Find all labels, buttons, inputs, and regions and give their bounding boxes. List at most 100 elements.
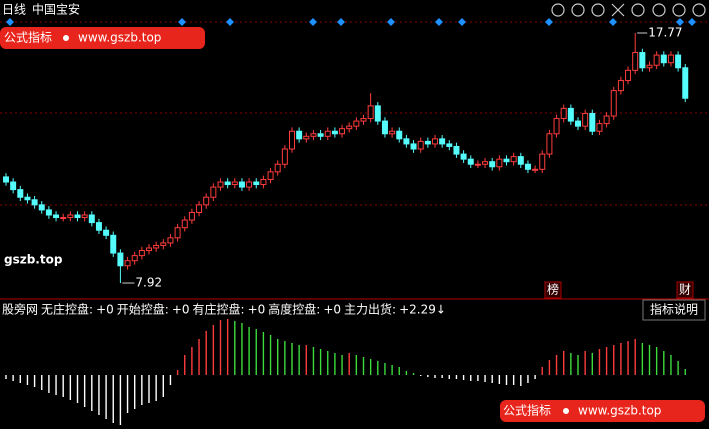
candle-body (532, 168, 539, 171)
tag: 财 (679, 283, 691, 297)
icon-tool[interactable] (611, 3, 625, 17)
candle-body (181, 219, 188, 229)
candle-body (667, 54, 674, 64)
candle-body (582, 112, 589, 127)
candle-body (374, 105, 381, 122)
icon-alarm[interactable] (631, 3, 645, 17)
candle-body (217, 181, 224, 188)
candle-body (474, 163, 481, 166)
candle-body (617, 79, 624, 92)
legend-value: +0 (172, 303, 190, 317)
legend-name: 高度控盘: (268, 302, 320, 317)
grid (0, 21, 709, 206)
icon-plus[interactable] (672, 3, 686, 17)
candle-body (45, 209, 52, 216)
candle-body (396, 130, 403, 140)
candle-body (446, 143, 453, 147)
candle-body (10, 181, 17, 191)
candle-body (67, 214, 74, 219)
candle-body (517, 156, 524, 165)
legend-value: +0 (323, 303, 341, 317)
candle-body (24, 196, 31, 201)
toolbar[interactable] (551, 3, 706, 17)
candle-body (546, 133, 553, 155)
candle-body (110, 234, 117, 254)
candle-body (539, 153, 546, 170)
legend-value: +2.29 (399, 303, 436, 317)
candle-body (95, 222, 102, 231)
chart-title: 中国宝安 (32, 2, 80, 17)
candle-body (238, 181, 245, 188)
candle-body (496, 158, 503, 168)
badge-dot (63, 35, 69, 41)
icon-eye[interactable] (551, 3, 565, 17)
badge-url: www.gszb.top (78, 31, 161, 45)
candle-body (131, 255, 138, 262)
candle-body (246, 181, 253, 188)
annotation-high: 17.77 (648, 25, 682, 39)
candle-body (167, 237, 174, 244)
period: 日线 (2, 3, 26, 17)
indicator-button[interactable]: 指标说明 (642, 299, 706, 321)
candle-body (188, 211, 195, 221)
badge-bottom[interactable]: 公式指标 www.gszb.top (500, 400, 705, 422)
candle-body (424, 140, 431, 145)
candle-body (625, 69, 632, 81)
candle-body (331, 130, 338, 135)
candle-body (224, 181, 231, 186)
legend-name: 无庄控盘: (41, 302, 93, 317)
icon-minus[interactable] (652, 3, 666, 17)
badge-bg (0, 27, 205, 49)
candle-body (589, 112, 596, 132)
badge-url: www.gszb.top (578, 404, 661, 418)
candle-body (88, 214, 95, 224)
candle-body (303, 135, 310, 140)
candle-body (660, 54, 667, 64)
candle-body (38, 204, 45, 211)
candle-body (675, 54, 682, 69)
tag: 榜 (547, 282, 559, 297)
candle-body (560, 107, 567, 120)
badge-label: 公式指标 (503, 403, 551, 418)
candle-body (639, 52, 646, 69)
candle-body (74, 214, 81, 219)
legend-value: +0 (248, 303, 266, 317)
candle-body (289, 130, 295, 150)
candle-body (210, 186, 217, 198)
candle-body (453, 145, 460, 155)
candle-body (196, 204, 203, 213)
candle-body (603, 115, 610, 125)
candle-body (60, 217, 67, 220)
button-bg[interactable] (642, 299, 706, 321)
candle-body (632, 52, 639, 71)
badge-bg (500, 400, 705, 422)
candle-body (117, 252, 124, 267)
candle-body (310, 133, 317, 137)
icon-close[interactable] (692, 3, 706, 17)
legend-name: 开始控盘: (117, 302, 169, 317)
button-label[interactable]: 指标说明 (650, 302, 698, 317)
badge-label: 公式指标 (4, 30, 52, 45)
candle-body (160, 242, 167, 246)
candle-body (482, 161, 489, 165)
candle-body (489, 161, 496, 168)
candle-body (381, 120, 388, 135)
candle-body (317, 133, 324, 137)
candle-body (439, 138, 446, 145)
candle-body (610, 90, 617, 117)
candle-body (203, 196, 210, 206)
icon-record[interactable] (571, 3, 585, 17)
candle-body (432, 138, 438, 145)
candle-body (174, 227, 181, 239)
icon-play[interactable] (591, 3, 605, 17)
candle-body (510, 156, 517, 163)
watermark: gszb.top (4, 253, 63, 267)
candle-body (53, 214, 60, 219)
candle-body (31, 199, 38, 206)
badge-top[interactable]: 公式指标 www.gszb.top (0, 27, 205, 49)
candle-body (367, 105, 374, 120)
legend-arrow: ↓ (436, 303, 446, 317)
candle-body (567, 107, 574, 122)
candle-body (596, 123, 603, 132)
